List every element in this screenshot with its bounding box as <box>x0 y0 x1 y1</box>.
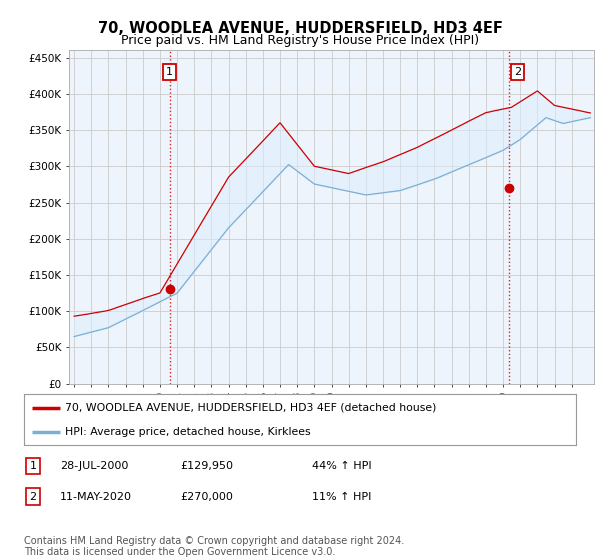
Text: 1: 1 <box>166 67 173 77</box>
Text: 70, WOODLEA AVENUE, HUDDERSFIELD, HD3 4EF (detached house): 70, WOODLEA AVENUE, HUDDERSFIELD, HD3 4E… <box>65 403 437 413</box>
Text: 2: 2 <box>29 492 37 502</box>
Text: 28-JUL-2000: 28-JUL-2000 <box>60 461 128 471</box>
Text: 70, WOODLEA AVENUE, HUDDERSFIELD, HD3 4EF: 70, WOODLEA AVENUE, HUDDERSFIELD, HD3 4E… <box>98 21 502 36</box>
Text: 11-MAY-2020: 11-MAY-2020 <box>60 492 132 502</box>
Text: £129,950: £129,950 <box>180 461 233 471</box>
Text: 11% ↑ HPI: 11% ↑ HPI <box>312 492 371 502</box>
Text: HPI: Average price, detached house, Kirklees: HPI: Average price, detached house, Kirk… <box>65 427 311 437</box>
Text: £270,000: £270,000 <box>180 492 233 502</box>
Text: 44% ↑ HPI: 44% ↑ HPI <box>312 461 371 471</box>
Text: Price paid vs. HM Land Registry's House Price Index (HPI): Price paid vs. HM Land Registry's House … <box>121 34 479 46</box>
Text: 2: 2 <box>514 67 521 77</box>
Text: 1: 1 <box>29 461 37 471</box>
Text: Contains HM Land Registry data © Crown copyright and database right 2024.
This d: Contains HM Land Registry data © Crown c… <box>24 535 404 557</box>
